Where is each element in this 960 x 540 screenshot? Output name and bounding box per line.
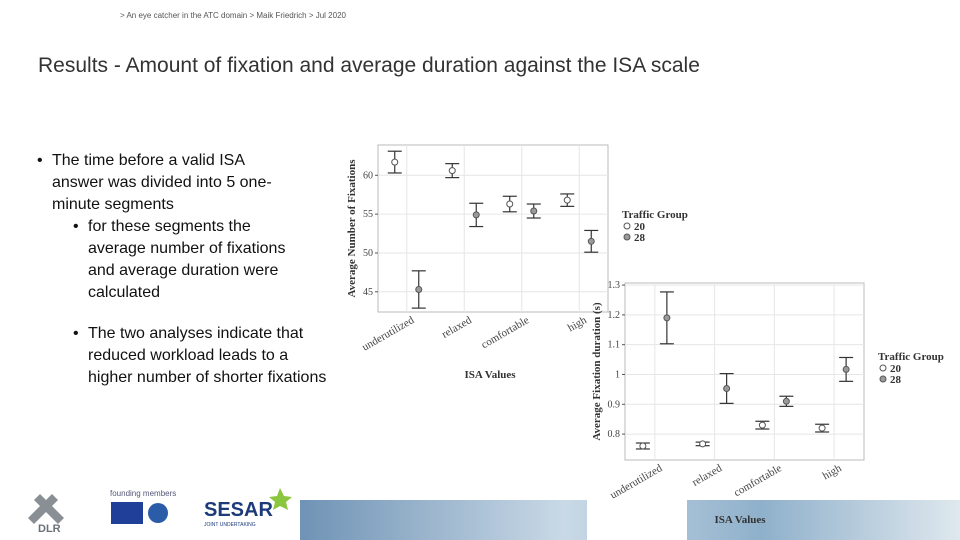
point xyxy=(391,158,399,166)
legend-marker xyxy=(623,233,631,241)
x-axis-label: ISA Values xyxy=(464,369,516,381)
legend-label: 28 xyxy=(634,232,646,244)
y-tick-label: 55 xyxy=(363,209,373,220)
legend-label: 20 xyxy=(890,363,902,375)
point xyxy=(448,167,456,175)
label-backdrop xyxy=(587,465,687,540)
y-tick-label: 1.2 xyxy=(608,310,621,321)
legend-marker xyxy=(623,222,631,230)
x-tick-label: relaxed xyxy=(440,314,474,341)
point xyxy=(530,207,538,215)
point xyxy=(506,200,514,208)
y-tick-label: 1 xyxy=(615,369,620,380)
founding-text: founding members xyxy=(110,489,176,498)
y-tick-label: 1.1 xyxy=(608,340,621,351)
eu-flag xyxy=(111,502,143,524)
legend-label: 28 xyxy=(890,374,902,386)
y-tick-label: 0.8 xyxy=(608,429,621,440)
point xyxy=(842,365,850,373)
point xyxy=(587,237,595,245)
point xyxy=(818,424,826,432)
slide-title: Results - Amount of fixation and average… xyxy=(38,54,700,77)
y-tick-label: 45 xyxy=(363,287,373,298)
point xyxy=(758,421,766,429)
point xyxy=(782,397,790,405)
dlr-logo: DLR xyxy=(28,494,64,535)
eurocontrol-logo xyxy=(148,503,168,523)
y-tick-label: 1.3 xyxy=(608,280,621,291)
point xyxy=(663,314,671,322)
y-tick-label: 60 xyxy=(363,170,373,181)
bullet: The two analyses indicate that reduced w… xyxy=(73,323,328,389)
legend-marker xyxy=(879,364,887,372)
point xyxy=(415,285,423,293)
header: > An eye catcher in the ATC domain > Mai… xyxy=(120,11,346,20)
joint-text: JOINT UNDERTAKING xyxy=(204,522,256,528)
point xyxy=(563,196,571,204)
x-tick-label: relaxed xyxy=(690,462,724,489)
dlr-text: DLR xyxy=(38,523,61,535)
x-tick-label: high xyxy=(821,462,844,482)
point xyxy=(723,384,731,392)
y-tick-label: 50 xyxy=(363,248,373,259)
bullet: for these segments the average number of… xyxy=(73,216,288,304)
point xyxy=(472,211,480,219)
y-tick-label: 0.9 xyxy=(608,399,621,410)
point xyxy=(639,442,647,450)
y-axis-label: Average Fixation duration (s) xyxy=(591,302,603,441)
bullet: The time before a valid ISA answer was d… xyxy=(37,150,297,216)
sesar-text: SESAR xyxy=(204,499,273,521)
legend-title: Traffic Group xyxy=(622,209,688,221)
x-tick-label: high xyxy=(566,314,589,334)
x-tick-label: comfortable xyxy=(479,314,531,351)
x-tick-label: underutilized xyxy=(360,314,417,354)
x-tick-label: comfortable xyxy=(732,462,784,499)
y-axis-label: Average Number of Fixations xyxy=(346,159,358,298)
point xyxy=(699,440,707,448)
legend-title: Traffic Group xyxy=(878,351,944,363)
x-axis-label: ISA Values xyxy=(714,514,766,526)
star xyxy=(269,488,292,510)
legend-label: 20 xyxy=(634,221,646,233)
plot-area xyxy=(624,282,865,461)
plot-area xyxy=(377,144,609,313)
legend-marker xyxy=(879,375,887,383)
